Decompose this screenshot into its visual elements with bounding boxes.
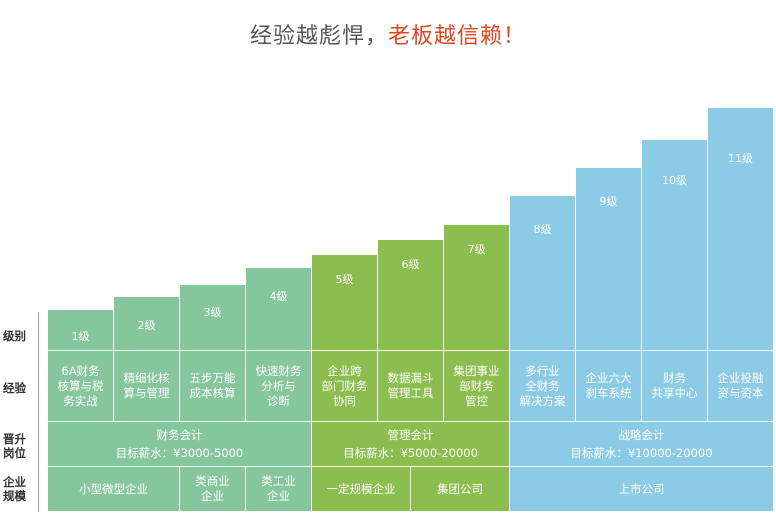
scale-cell-industrial bbox=[246, 467, 311, 511]
row-label-experience: 经验 bbox=[3, 381, 26, 395]
level-label: 9级 bbox=[599, 195, 618, 208]
bar-level-2 bbox=[114, 297, 179, 421]
bar-level-9 bbox=[576, 168, 641, 421]
row-label-promotion: 晋升 岗位 bbox=[3, 432, 26, 460]
level-label: 10级 bbox=[662, 174, 687, 187]
level-label: 6级 bbox=[401, 258, 420, 271]
scale-label: 上市公司 bbox=[618, 481, 665, 496]
experience-cell: 企业跨 部门财务 协同 bbox=[321, 363, 368, 408]
experience-cell: 6A财务 核算与税 务实战 bbox=[57, 363, 104, 408]
scale-cell-commercial bbox=[180, 467, 245, 511]
bar-level-8 bbox=[510, 196, 575, 421]
experience-cell: 多行业 全财务 解决方案 bbox=[519, 363, 566, 408]
level-label: 1级 bbox=[71, 330, 90, 343]
experience-cell: 精细化核 算与管理 bbox=[123, 371, 170, 400]
experience-cell: 快速财务 分析与 诊断 bbox=[255, 363, 302, 408]
headline-main: 经验越彪悍， bbox=[249, 24, 388, 49]
position-name: 财务会计 bbox=[156, 427, 203, 442]
row-divider bbox=[48, 350, 773, 351]
bar-level-7 bbox=[444, 225, 509, 421]
scale-label: 集团公司 bbox=[437, 481, 483, 496]
position-salary: 目标薪水：¥10000-20000 bbox=[570, 445, 713, 460]
row-label-scale: 企业 规模 bbox=[3, 475, 26, 503]
experience-cell: 数据漏斗 管理工具 bbox=[387, 371, 434, 400]
bar-level-1 bbox=[48, 310, 113, 421]
scale-label: 类商业 企业 bbox=[195, 474, 230, 503]
row-bracket bbox=[38, 312, 45, 512]
bar-level-10 bbox=[642, 140, 707, 421]
scale-cell-sized bbox=[312, 467, 410, 511]
bar-level-4 bbox=[246, 268, 311, 421]
row-label-level: 级别 bbox=[3, 329, 26, 343]
scale-label: 小型微型企业 bbox=[79, 481, 148, 496]
bar-level-11 bbox=[708, 108, 773, 421]
scale-label: 一定规模企业 bbox=[326, 481, 396, 496]
scale-cell-group bbox=[411, 467, 509, 511]
level-label: 3级 bbox=[203, 306, 222, 319]
experience-cell: 企业投融 资与资本 bbox=[717, 371, 764, 400]
bar-level-5 bbox=[312, 255, 377, 421]
scale-cell-small bbox=[48, 467, 179, 511]
position-salary: 目标薪水：¥3000-5000 bbox=[115, 445, 244, 460]
experience-cell: 集团事业 部财务 管控 bbox=[453, 363, 500, 408]
level-label: 2级 bbox=[137, 319, 156, 332]
headline: 经验越彪悍，老板越信赖！ bbox=[0, 18, 776, 50]
level-label: 5级 bbox=[335, 273, 354, 286]
experience-cell: 五步万能 成本核算 bbox=[189, 371, 236, 400]
level-label: 11级 bbox=[728, 152, 753, 165]
headline-accent: 老板越信赖！ bbox=[388, 24, 527, 49]
position-name: 战略会计 bbox=[618, 427, 665, 442]
level-label: 8级 bbox=[533, 223, 552, 236]
level-label: 7级 bbox=[467, 243, 486, 256]
bar-level-6 bbox=[378, 240, 443, 421]
position-salary: 目标薪水：¥5000-20000 bbox=[343, 445, 478, 460]
position-cell-strategic bbox=[510, 422, 773, 466]
bar-level-3 bbox=[180, 285, 245, 421]
position-cell-financial bbox=[48, 422, 311, 466]
experience-cell: 企业六大 刹车系统 bbox=[585, 371, 632, 400]
experience-cell: 财务 共享中心 bbox=[651, 371, 698, 400]
position-name: 管理会计 bbox=[387, 427, 434, 442]
position-cell-management bbox=[312, 422, 509, 466]
scale-label: 类工业 企业 bbox=[261, 474, 296, 503]
level-label: 4级 bbox=[269, 290, 288, 303]
scale-cell-listed bbox=[510, 467, 773, 511]
